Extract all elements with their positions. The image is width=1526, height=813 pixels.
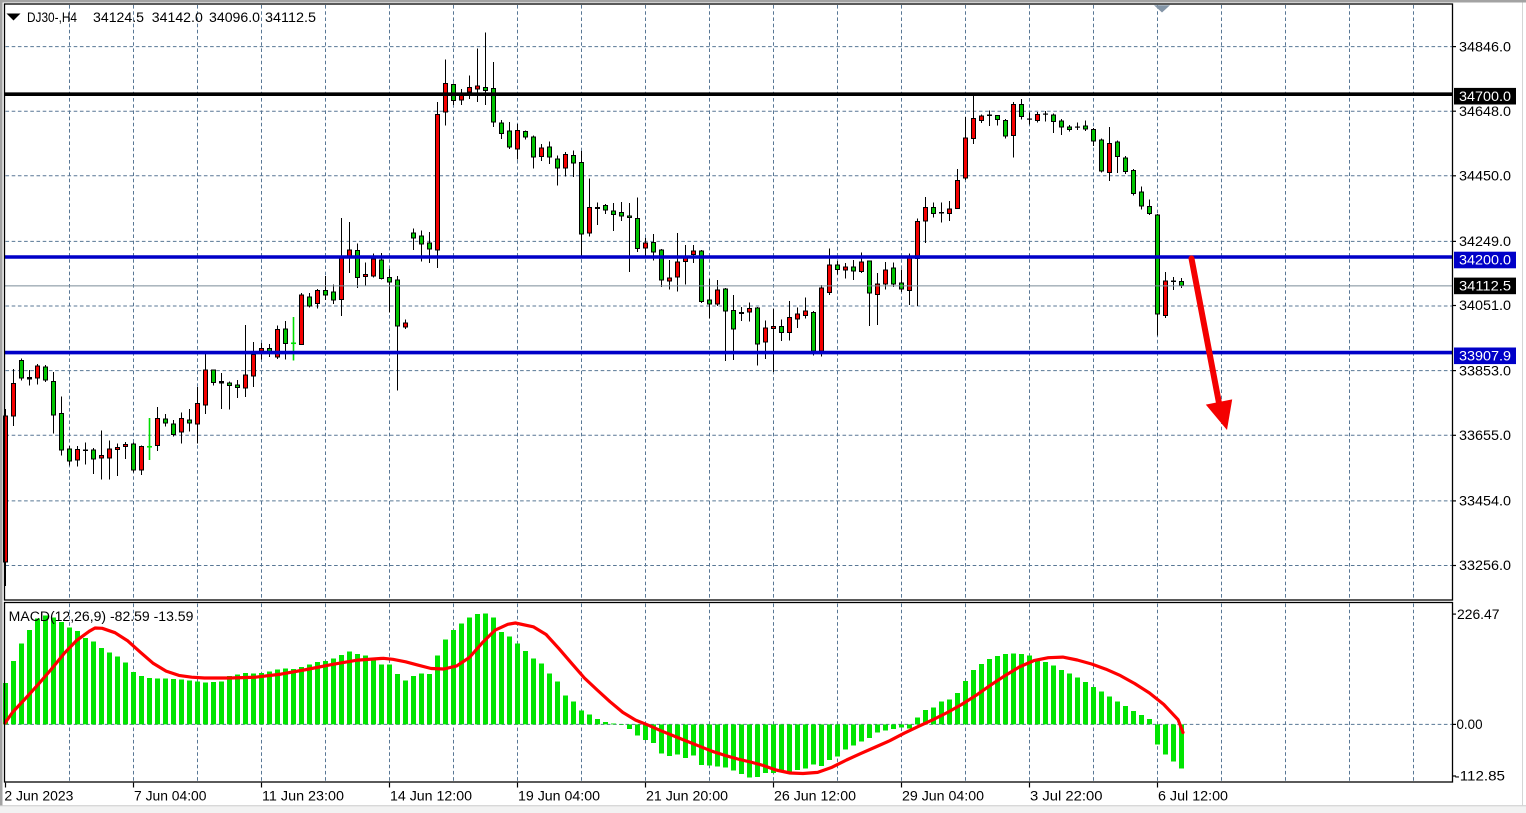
svg-text:2 Jun 2023: 2 Jun 2023 (4, 789, 73, 804)
svg-text:29 Jun 04:00: 29 Jun 04:00 (902, 789, 984, 804)
svg-text:226.47: 226.47 (1457, 607, 1500, 622)
svg-text:34051.0: 34051.0 (1459, 298, 1511, 313)
svg-text:7 Jun 04:00: 7 Jun 04:00 (134, 789, 207, 804)
svg-text:11 Jun 23:00: 11 Jun 23:00 (262, 789, 344, 804)
svg-text:33256.0: 33256.0 (1459, 558, 1511, 573)
svg-text:34450.0: 34450.0 (1459, 169, 1511, 184)
svg-text:34142.0: 34142.0 (152, 10, 203, 25)
svg-text:26 Jun 12:00: 26 Jun 12:00 (774, 789, 856, 804)
svg-text:0.00: 0.00 (1457, 717, 1483, 732)
svg-text:DJ30-,H4: DJ30-,H4 (27, 10, 77, 25)
svg-text:6 Jul 12:00: 6 Jul 12:00 (1158, 789, 1228, 804)
svg-text:33907.9: 33907.9 (1459, 349, 1511, 364)
svg-text:3 Jul 22:00: 3 Jul 22:00 (1030, 789, 1103, 804)
svg-text:33655.0: 33655.0 (1459, 428, 1511, 443)
svg-text:14 Jun 12:00: 14 Jun 12:00 (390, 789, 472, 804)
svg-text:33454.0: 33454.0 (1459, 494, 1511, 509)
svg-text:34112.5: 34112.5 (1459, 279, 1511, 294)
svg-text:-112.85: -112.85 (1455, 769, 1506, 784)
svg-text:34700.0: 34700.0 (1459, 89, 1511, 104)
svg-text:34124.5: 34124.5 (93, 10, 144, 25)
svg-text:34112.5: 34112.5 (265, 10, 316, 25)
svg-text:34096.0: 34096.0 (209, 10, 260, 25)
svg-text:34249.0: 34249.0 (1459, 234, 1511, 249)
svg-text:19 Jun 04:00: 19 Jun 04:00 (518, 789, 600, 804)
svg-text:MACD(12,26,9) -82.59 -13.59: MACD(12,26,9) -82.59 -13.59 (9, 609, 194, 624)
svg-text:34846.0: 34846.0 (1459, 39, 1511, 54)
svg-text:33853.0: 33853.0 (1459, 363, 1511, 378)
svg-text:34200.0: 34200.0 (1459, 253, 1511, 268)
svg-text:34648.0: 34648.0 (1459, 104, 1511, 119)
svg-text:21 Jun 20:00: 21 Jun 20:00 (646, 789, 728, 804)
